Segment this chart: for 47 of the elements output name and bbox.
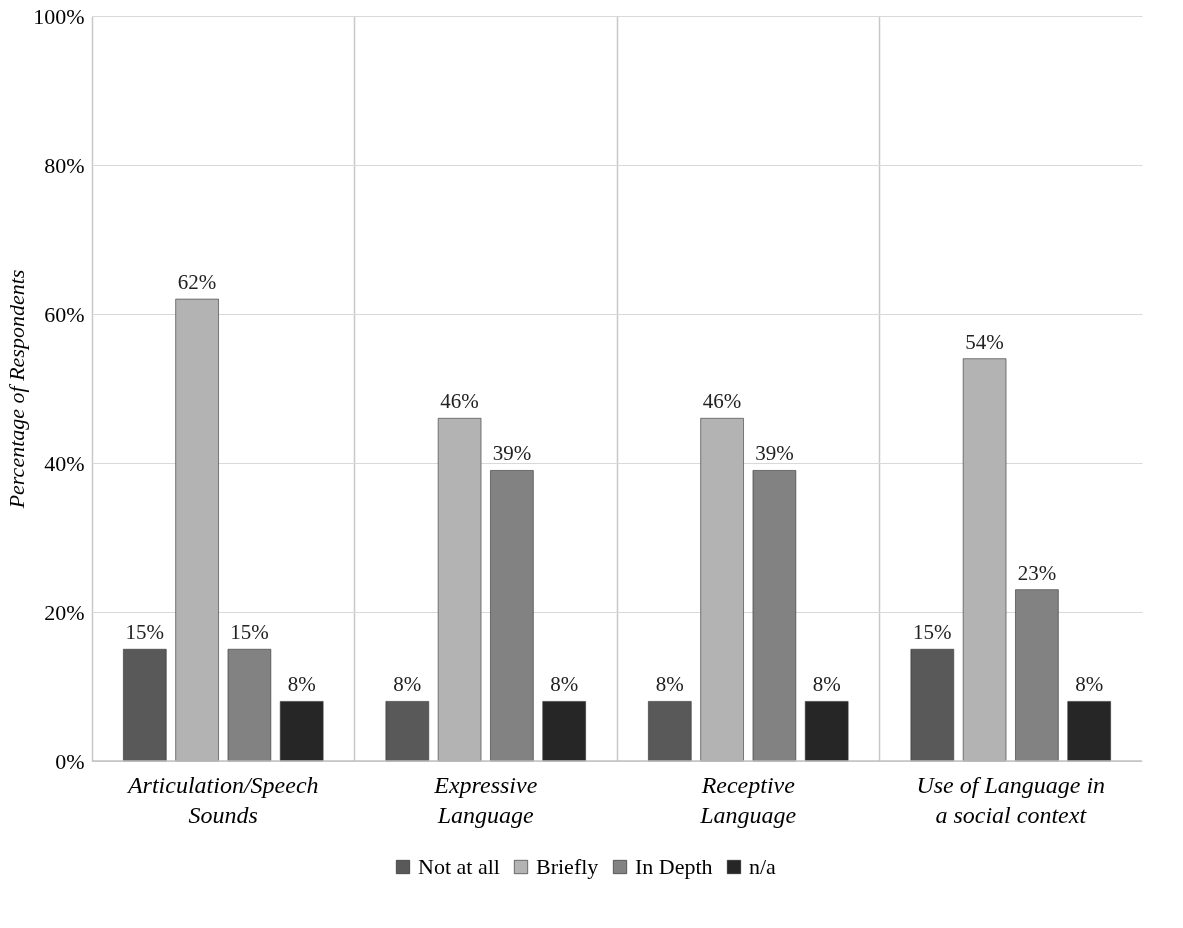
data-label: 8% bbox=[812, 672, 841, 697]
bar bbox=[227, 648, 272, 762]
bar bbox=[385, 701, 430, 762]
bar bbox=[910, 648, 955, 762]
x-tick-label: Use of Language in a social context bbox=[916, 771, 1106, 828]
bar bbox=[542, 701, 586, 762]
bar bbox=[1067, 701, 1111, 762]
data-label: 39% bbox=[492, 441, 532, 466]
y-tick-label: 0% bbox=[55, 748, 85, 774]
bar bbox=[279, 701, 324, 762]
data-label: 39% bbox=[755, 441, 794, 466]
bar bbox=[437, 418, 482, 762]
data-label: 62% bbox=[177, 270, 217, 295]
data-label: 8% bbox=[393, 672, 422, 697]
x-tick-label: Receptive Language bbox=[699, 771, 797, 828]
bar bbox=[648, 701, 692, 762]
bar bbox=[123, 648, 167, 762]
data-label: 15% bbox=[125, 620, 165, 645]
data-label: 8% bbox=[550, 672, 579, 697]
data-label: 54% bbox=[965, 329, 1004, 354]
y-axis-title: Percentage of Respondents bbox=[4, 269, 30, 510]
legend-label: n/a bbox=[749, 854, 777, 879]
bar bbox=[175, 298, 219, 762]
y-tick-label: 40% bbox=[44, 450, 85, 476]
y-tick-label: 100% bbox=[33, 3, 85, 29]
data-label: 15% bbox=[230, 620, 269, 645]
bar bbox=[490, 470, 534, 762]
y-tick-label: 80% bbox=[44, 152, 85, 178]
legend-label: Briefly bbox=[536, 854, 599, 879]
y-tick-label: 20% bbox=[44, 599, 85, 625]
bar bbox=[1015, 589, 1059, 762]
x-tick-label: Articulation/Speech Sounds bbox=[125, 771, 319, 828]
data-label: 8% bbox=[287, 672, 316, 697]
data-label: 15% bbox=[913, 620, 952, 645]
y-tick-label: 60% bbox=[44, 301, 85, 327]
bar bbox=[962, 358, 1007, 762]
data-label: 46% bbox=[440, 389, 479, 414]
data-label: 8% bbox=[1075, 672, 1104, 697]
x-tick-label: Expressive Language bbox=[433, 771, 538, 828]
bar bbox=[752, 470, 797, 762]
data-label: 8% bbox=[655, 672, 684, 697]
bar bbox=[700, 418, 744, 762]
bar bbox=[804, 701, 849, 762]
legend-label: Not at all bbox=[418, 854, 500, 879]
legend-label: In Depth bbox=[635, 854, 713, 879]
data-label: 23% bbox=[1017, 560, 1057, 585]
data-label: 46% bbox=[702, 389, 742, 414]
